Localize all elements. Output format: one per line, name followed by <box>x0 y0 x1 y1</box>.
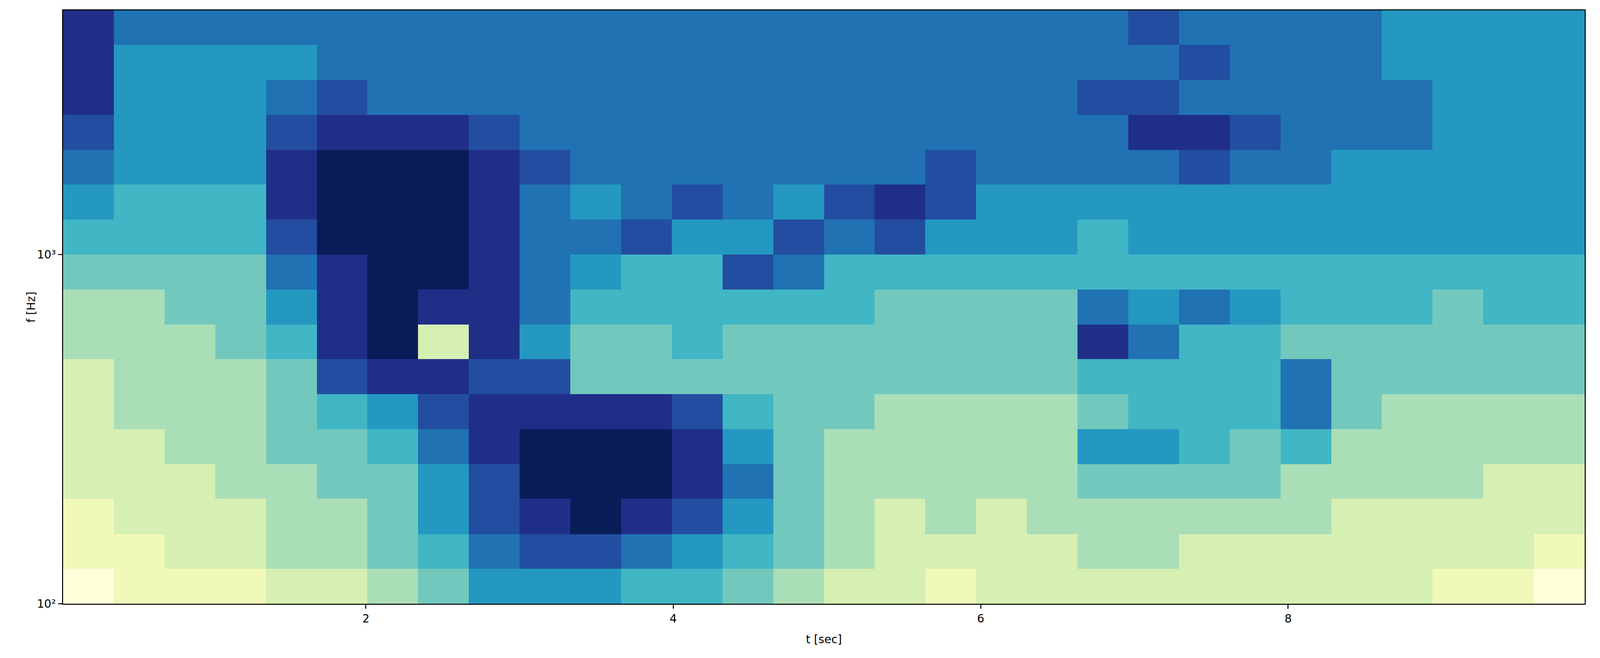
svg-text:t [sec]: t [sec] <box>805 632 842 646</box>
svg-text:f [Hz]: f [Hz] <box>24 291 38 323</box>
svg-text:4: 4 <box>669 611 678 625</box>
svg-text:10²: 10² <box>36 596 57 610</box>
svg-text:8: 8 <box>1284 611 1292 625</box>
svg-text:6: 6 <box>976 611 985 625</box>
svg-text:10³: 10³ <box>36 247 57 261</box>
svg-text:2: 2 <box>362 611 370 625</box>
